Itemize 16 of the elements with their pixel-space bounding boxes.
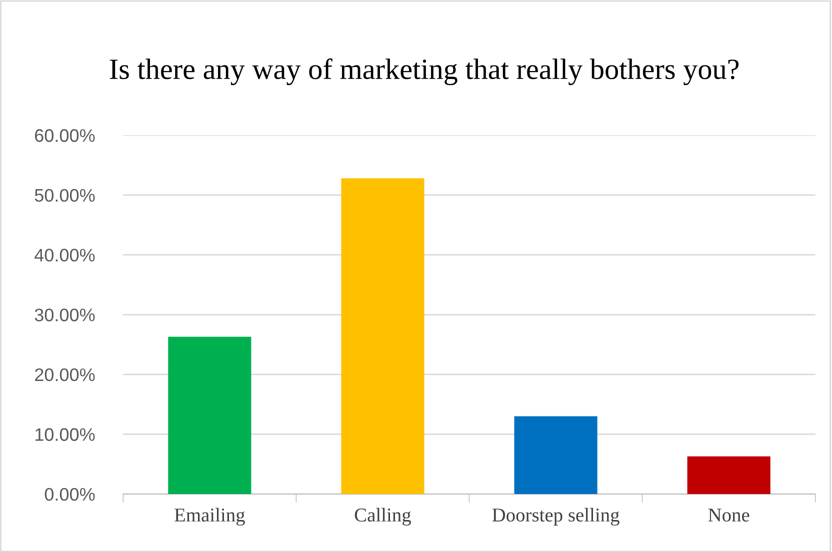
y-tick-label: 30.00%: [34, 308, 95, 322]
x-tick-label: Calling: [354, 508, 411, 526]
x-tick-label: Doorstep selling: [492, 508, 620, 526]
y-tick-label: 60.00%: [35, 129, 95, 142]
bar: [514, 416, 598, 494]
y-tick-label: 10.00%: [36, 428, 95, 441]
y-tick-label: 50.00%: [34, 188, 95, 202]
bar: [687, 456, 770, 494]
x-tick-label: None: [708, 508, 750, 522]
bar: [168, 336, 252, 494]
x-tick-label: Emailing: [174, 508, 245, 526]
y-tick-label: 40.00%: [34, 248, 95, 262]
y-tick-label: 20.00%: [35, 368, 95, 382]
bar: [341, 178, 424, 494]
y-tick-label: 0.00%: [44, 488, 95, 501]
chart-title: Is there any way of marketing that really bothers you?: [110, 58, 739, 86]
